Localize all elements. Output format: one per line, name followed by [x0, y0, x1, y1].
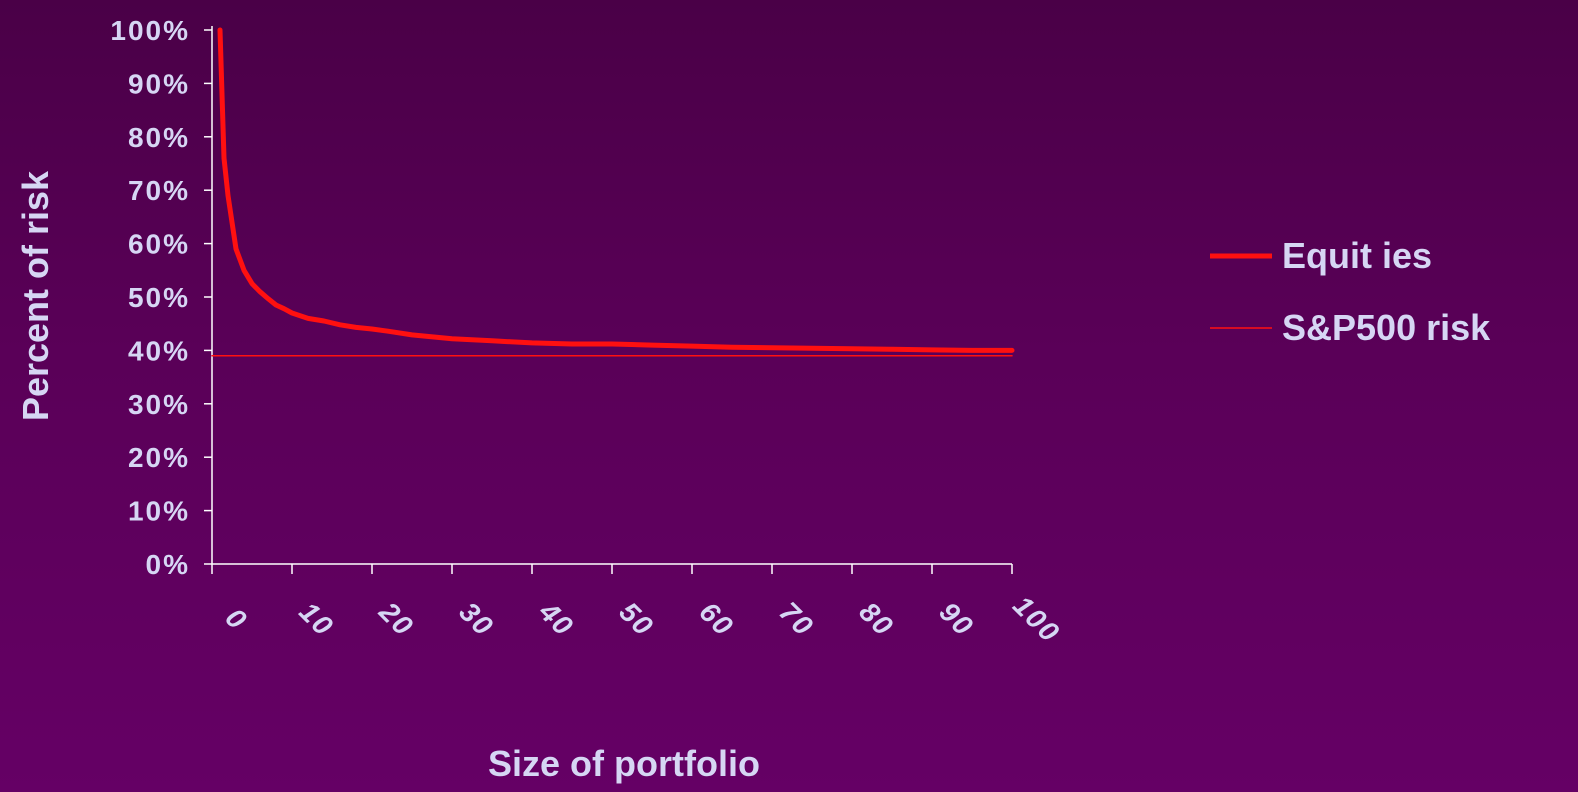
series-layer — [211, 27, 1015, 357]
x-tick-label: 10 — [293, 596, 340, 643]
x-tick-label: 80 — [853, 596, 900, 643]
x-axis-title: Size of portfolio — [488, 743, 760, 784]
y-tick-label: 40% — [128, 335, 190, 366]
legend-label-equities: Equit ies — [1282, 235, 1432, 276]
x-tick-label: 50 — [613, 596, 660, 643]
legend-label-sp500: S&P500 risk — [1282, 307, 1491, 348]
x-tick-label: 0 — [220, 602, 254, 636]
y-tick-label: 80% — [128, 122, 190, 153]
x-ticks: 0 10 20 30 40 50 60 70 80 90 100 — [211, 564, 1066, 649]
y-tick-label: 30% — [128, 389, 190, 420]
y-tick-label: 10% — [128, 496, 190, 527]
y-tick-label: 70% — [128, 175, 190, 206]
x-tick-label: 20 — [373, 595, 420, 642]
x-tick-label: 60 — [693, 596, 740, 643]
y-ticks: 0% 10% 20% 30% 40% 50% 60% 70% 80% 90% 100% — [110, 15, 212, 580]
y-tick-label: 0% — [146, 549, 190, 580]
x-tick-label: 40 — [533, 595, 580, 642]
axes — [211, 26, 1012, 565]
x-tick-label: 70 — [773, 596, 820, 643]
series-line-0 — [217, 27, 1015, 353]
x-tick-label: 30 — [453, 596, 500, 643]
legend: Equit ies S&P500 risk — [1210, 235, 1491, 348]
y-tick-label: 20% — [128, 442, 190, 473]
y-tick-label: 50% — [128, 282, 190, 313]
x-tick-label: 90 — [933, 596, 980, 643]
y-tick-label: 100% — [110, 15, 190, 46]
y-axis-title: Percent of risk — [15, 170, 56, 421]
y-tick-label: 90% — [128, 68, 190, 99]
x-tick-label: 100 — [1007, 590, 1066, 649]
legend-item-equities: Equit ies — [1210, 235, 1432, 276]
legend-item-sp500: S&P500 risk — [1210, 307, 1491, 348]
y-tick-label: 60% — [128, 229, 190, 260]
